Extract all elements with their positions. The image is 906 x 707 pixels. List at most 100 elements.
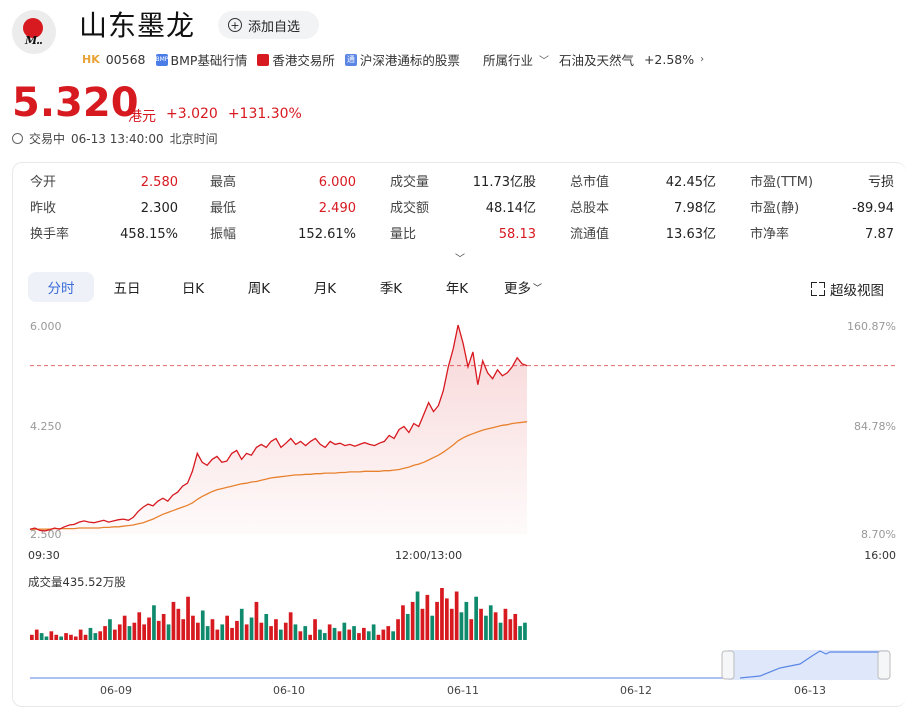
stock-code: 00568 — [105, 52, 146, 67]
sector-link[interactable]: 石油及天然气 +2.58% › — [558, 52, 705, 68]
volume-bar — [449, 608, 454, 640]
stat-label: 换手率 — [30, 227, 70, 242]
expand-stats-icon[interactable]: ﹀ — [455, 254, 465, 265]
stat-label: 成交量 — [390, 175, 430, 190]
volume-bar — [518, 626, 522, 640]
chevron-right-icon: › — [700, 54, 705, 65]
stat-value: 48.14亿 — [485, 201, 536, 216]
stat-value: 11.73亿股 — [472, 175, 536, 190]
volume-bar — [64, 633, 68, 640]
tab-3[interactable]: 周K — [226, 272, 292, 302]
avg-price-line — [30, 421, 528, 530]
volume-bar — [166, 624, 171, 640]
tab-4[interactable]: 月K — [292, 272, 358, 302]
volume-bar — [181, 619, 186, 640]
super-view-button[interactable]: 超级视图 — [811, 279, 884, 299]
tab-7[interactable]: 更多 ﹀ — [490, 272, 556, 302]
volume-bar — [410, 601, 415, 640]
bmp-link[interactable]: BMP BMP基础行情 — [155, 53, 248, 68]
y-tick-right: 160.87% — [847, 320, 896, 333]
tab-label: 月K — [313, 281, 337, 297]
volume-bar — [508, 619, 513, 640]
tab-6[interactable]: 年K — [424, 272, 490, 302]
volume-bar — [269, 626, 273, 640]
stat-item: 振幅 152.61% — [210, 225, 356, 245]
stat-item: 市盈(静) -89.94 — [750, 199, 894, 219]
volume-bar — [327, 624, 332, 640]
plus-icon: + — [228, 18, 242, 32]
tab-0[interactable]: 分时 — [28, 272, 94, 302]
exchange-link[interactable]: ✿ 香港交易所 — [257, 50, 335, 69]
volume-bar — [391, 631, 395, 640]
stat-label: 市净率 — [750, 227, 790, 242]
volume-bar — [103, 626, 107, 640]
company-logo: M.. — [12, 10, 56, 54]
chevron-down-icon: ﹀ — [538, 56, 549, 67]
volume-bar — [474, 596, 478, 640]
volume-bar — [161, 614, 166, 640]
price-change-pct: +131.30% — [227, 106, 302, 122]
volume-bar — [401, 605, 405, 640]
volume-bar — [230, 627, 234, 640]
x-tick: 09:30 — [28, 549, 60, 562]
volume-bar — [78, 629, 83, 640]
volume-bar — [288, 612, 293, 640]
stat-item: 最低 2.490 — [210, 199, 356, 219]
volume-bar — [362, 627, 366, 640]
stat-value: 2.580 — [140, 175, 178, 190]
volume-bar — [142, 624, 146, 640]
tab-label: 日K — [181, 281, 205, 297]
volume-bar — [249, 617, 254, 640]
volume-bar — [122, 615, 127, 640]
tab-5[interactable]: 季K — [358, 272, 424, 302]
y-tick-left: 4.250 — [30, 420, 62, 433]
stat-label: 总股本 — [570, 201, 610, 216]
volume-bar — [73, 636, 78, 640]
volume-bar — [347, 629, 352, 640]
stat-value: 152.61% — [298, 227, 356, 242]
volume-bar — [459, 612, 464, 640]
volume-bar — [405, 614, 410, 640]
navigator-handle-left[interactable] — [721, 650, 735, 680]
volume-bar — [357, 633, 361, 640]
navigator-date: 06-11 — [447, 684, 479, 697]
volume-bar — [488, 605, 493, 640]
volume-bar — [88, 627, 93, 640]
logo-sun-icon — [23, 18, 43, 38]
price-area — [30, 325, 527, 534]
volume-bar — [152, 605, 156, 640]
volume-bar — [376, 634, 381, 640]
volume-bar — [420, 608, 425, 640]
industry-dropdown[interactable]: 所属行业 ﹀ — [482, 53, 549, 68]
stat-item: 成交量 11.73亿股 — [390, 173, 536, 193]
volume-bar — [34, 629, 39, 640]
add-watchlist-button[interactable]: + 添加自选 — [218, 11, 319, 39]
volume-bar — [479, 608, 483, 640]
volume-bar — [127, 626, 132, 640]
volume-bar — [415, 591, 420, 640]
y-tick-right: 84.78% — [854, 420, 896, 433]
volume-bar — [454, 591, 459, 640]
stat-value: -89.94 — [852, 201, 894, 216]
stat-label: 量比 — [390, 227, 417, 242]
stat-value: 13.63亿 — [665, 227, 716, 242]
volume-bar — [244, 624, 249, 640]
stat-label: 最低 — [210, 201, 237, 216]
volume-bar — [293, 624, 298, 640]
volume-bar — [239, 608, 244, 640]
tab-label: 年K — [445, 281, 469, 297]
tab-1[interactable]: 五日 — [94, 272, 160, 302]
volume-bar — [264, 614, 269, 640]
volume-bar — [83, 634, 88, 640]
connect-icon: 通 — [344, 53, 357, 66]
tab-2[interactable]: 日K — [160, 272, 226, 302]
volume-bar — [352, 626, 356, 640]
volume-bar — [171, 601, 176, 640]
volume-bar — [69, 634, 73, 640]
navigator-handle-right[interactable] — [877, 650, 891, 680]
volume-bar — [283, 622, 288, 640]
connect-link[interactable]: 通沪深港通标的股票 — [344, 53, 460, 68]
volume-bar — [93, 633, 98, 640]
stat-value: 458.15% — [120, 227, 178, 242]
